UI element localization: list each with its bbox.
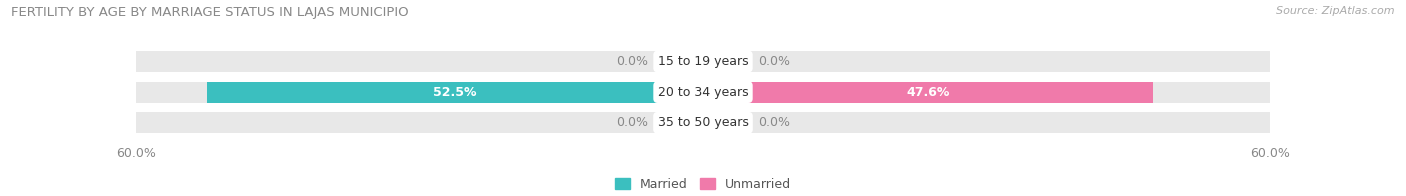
Text: 52.5%: 52.5%	[433, 86, 477, 99]
Bar	[655, 51, 703, 72]
Text: 0.0%: 0.0%	[616, 116, 648, 129]
Bar	[703, 51, 1270, 72]
Text: 15 to 19 years: 15 to 19 years	[658, 55, 748, 68]
Text: 0.0%: 0.0%	[758, 116, 790, 129]
Bar	[703, 82, 1153, 103]
Text: Source: ZipAtlas.com: Source: ZipAtlas.com	[1277, 6, 1395, 16]
Text: 0.0%: 0.0%	[616, 55, 648, 68]
Text: 20 to 34 years: 20 to 34 years	[658, 86, 748, 99]
Bar	[207, 82, 703, 103]
Bar	[703, 51, 751, 72]
Legend: Married, Unmarried: Married, Unmarried	[610, 173, 796, 196]
Bar	[703, 112, 1270, 133]
Bar	[136, 82, 703, 103]
Bar	[136, 112, 703, 133]
Bar	[703, 82, 1270, 103]
Bar	[136, 51, 703, 72]
Text: 35 to 50 years: 35 to 50 years	[658, 116, 748, 129]
Bar	[703, 112, 751, 133]
Text: 47.6%: 47.6%	[905, 86, 949, 99]
Bar	[655, 112, 703, 133]
Text: 0.0%: 0.0%	[758, 55, 790, 68]
Text: FERTILITY BY AGE BY MARRIAGE STATUS IN LAJAS MUNICIPIO: FERTILITY BY AGE BY MARRIAGE STATUS IN L…	[11, 6, 409, 19]
